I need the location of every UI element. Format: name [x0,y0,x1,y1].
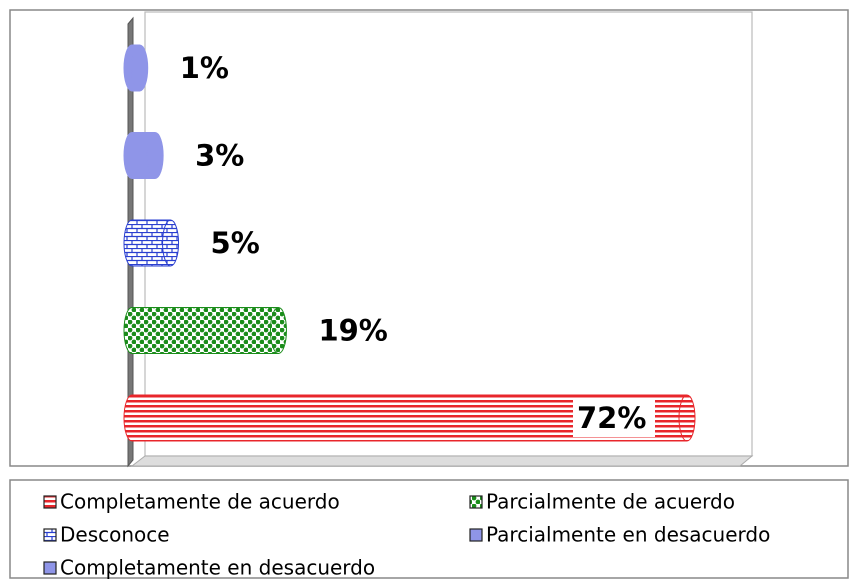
value-label: 19% [318,314,387,348]
value-label: 3% [195,139,244,173]
legend-swatch [43,495,57,509]
value-label: 72% [577,401,646,435]
bar [123,219,180,267]
bar [123,307,287,354]
bar [123,132,164,179]
label-background [573,399,655,437]
legend-swatch [469,528,483,542]
legend-swatch [469,495,483,509]
legend-swatch [43,528,57,542]
legend-label: Desconoce [60,523,170,547]
value-label: 5% [211,226,260,260]
legend-label: Completamente de acuerdo [60,490,340,514]
legend-label: Parcialmente de acuerdo [486,490,735,514]
legend [9,479,849,579]
legend-label: Parcialmente en desacuerdo [486,523,770,547]
legend-label: Completamente en desacuerdo [60,556,375,580]
bar [123,44,149,92]
legend-swatch [43,561,57,575]
value-label: 1% [180,51,229,85]
floor [130,455,754,467]
back-wall [144,11,753,457]
